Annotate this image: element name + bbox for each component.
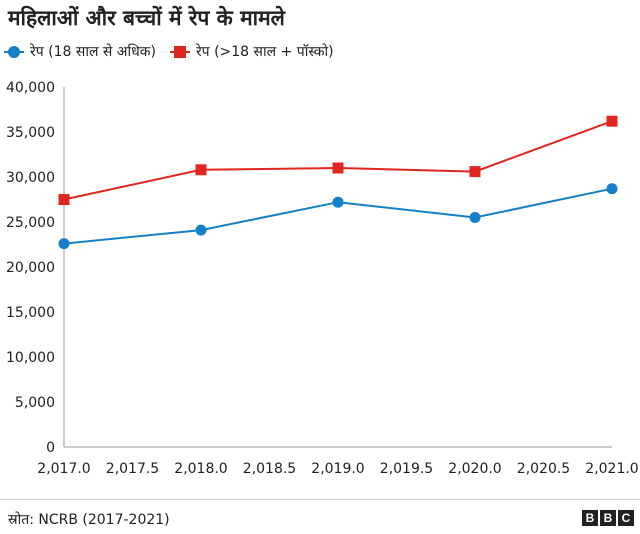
data-point-square <box>58 194 70 205</box>
legend: रेप (18 साल से अधिक) रेप (>18 साल + पॉस्… <box>4 42 348 61</box>
y-tick-label: 30,000 <box>6 170 55 186</box>
data-point-square <box>469 166 481 178</box>
legend-swatch-total <box>169 45 190 58</box>
x-tick-label: 2,018.5 <box>243 461 296 477</box>
bbc-logo: B B C <box>580 510 634 526</box>
data-point-circle <box>58 238 70 250</box>
data-point-square <box>195 164 207 176</box>
data-point-circle <box>332 196 344 208</box>
x-tick-label: 2,019.0 <box>311 461 364 477</box>
y-tick-label: 0 <box>46 440 55 456</box>
legend-swatch-adult <box>4 45 24 58</box>
footer-divider <box>0 499 640 500</box>
x-tick-label: 2,020.5 <box>517 461 570 477</box>
bbc-logo-letter-3: C <box>618 510 634 526</box>
x-tick-label: 2,017.0 <box>37 461 90 477</box>
y-tick-label: 25,000 <box>6 215 55 231</box>
x-tick-label: 2,020.0 <box>448 461 501 477</box>
data-point-circle <box>195 224 207 236</box>
y-tick-label: 10,000 <box>6 350 55 366</box>
bbc-logo-letter-1: B <box>582 510 598 526</box>
data-point-square <box>332 162 344 174</box>
series-line-2 <box>63 120 613 201</box>
y-tick-label: 40,000 <box>6 80 55 96</box>
bbc-logo-letter-2: B <box>600 510 616 526</box>
source-note: स्रोत: NCRB (2017-2021) <box>8 512 170 528</box>
legend-item-adult: रेप (18 साल से अधिक) <box>4 42 156 61</box>
x-tick-label: 2,021.0 <box>585 461 638 477</box>
y-tick-label: 5,000 <box>15 395 55 411</box>
data-point-circle <box>469 212 481 223</box>
y-tick-label: 15,000 <box>6 305 55 321</box>
data-point-square <box>606 115 618 127</box>
legend-label-total: रेप (>18 साल + पॉस्को) <box>195 44 334 60</box>
x-tick-label: 2,017.5 <box>106 461 159 477</box>
data-point-circle <box>606 183 618 195</box>
line-chart: 0 5,000 10,000 15,000 20,000 25,000 30,000 35,0… <box>6 80 639 477</box>
chart-title: महिलाओं और बच्चों में रेप के मामले <box>8 6 285 30</box>
x-tick-label: 2,018.0 <box>174 461 227 477</box>
legend-item-total: रेप (>18 साल + पॉस्को) <box>169 42 334 61</box>
x-tick-label: 2,019.5 <box>380 461 433 477</box>
legend-label-adult: रेप (18 साल से अधिक) <box>30 44 156 60</box>
y-tick-label: 35,000 <box>6 125 55 141</box>
y-tick-label: 20,000 <box>6 260 55 276</box>
